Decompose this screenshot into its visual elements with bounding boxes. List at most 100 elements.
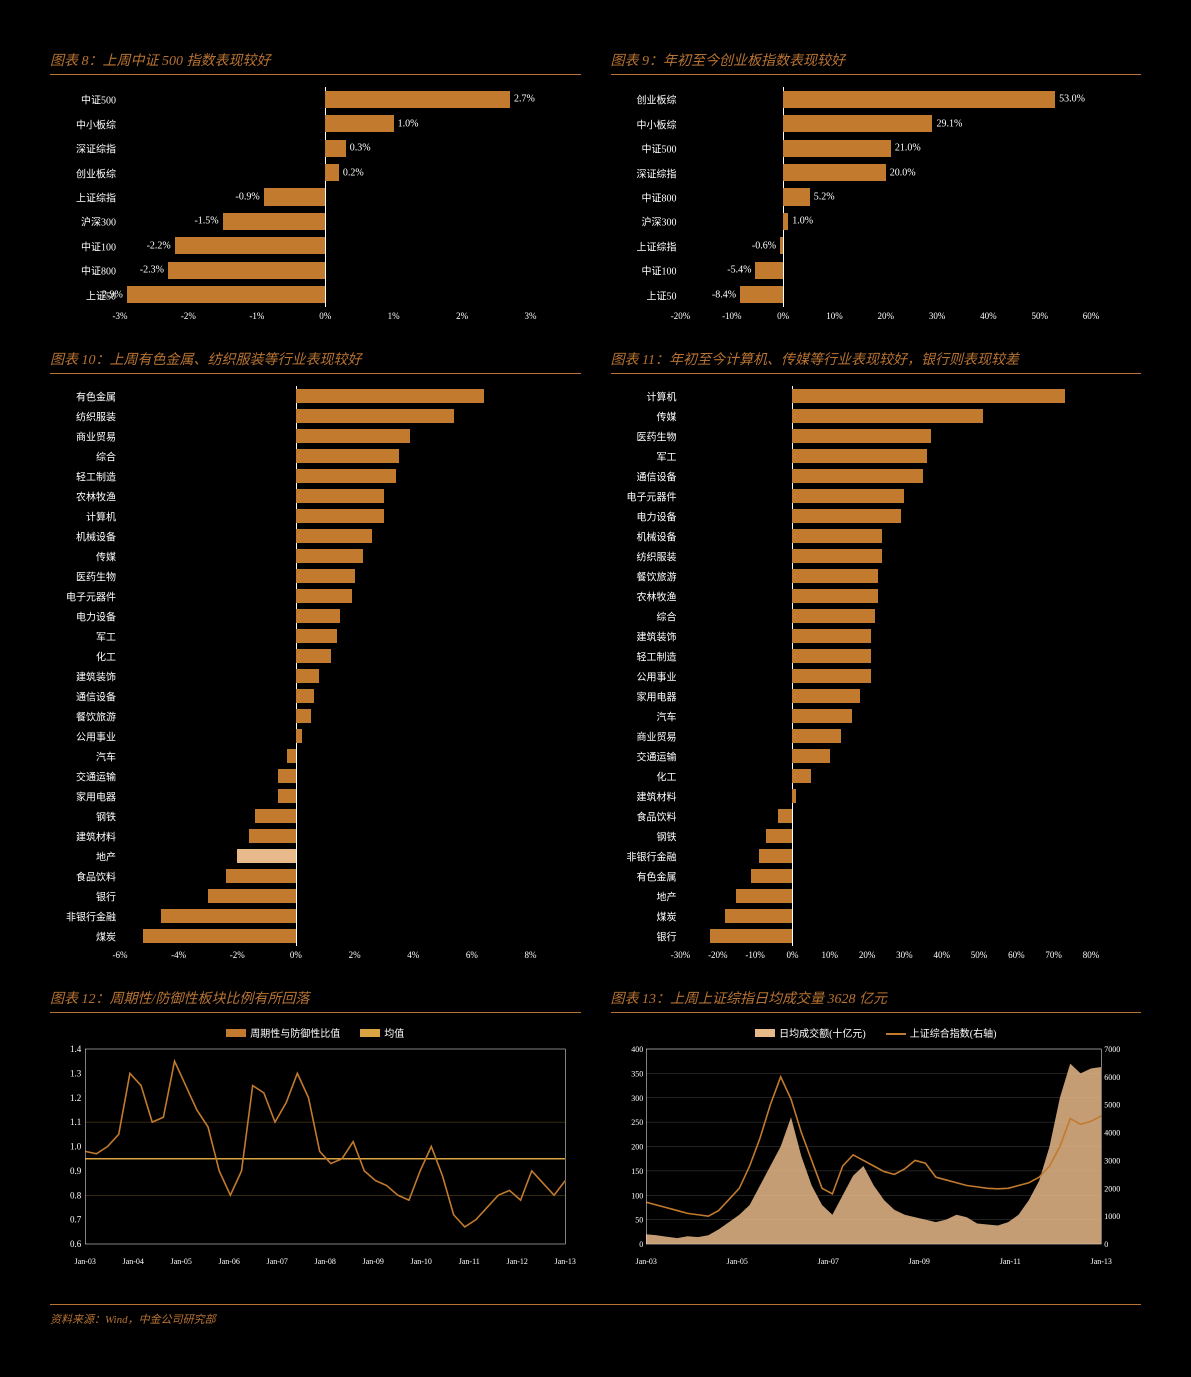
svg-text:1000: 1000 — [1104, 1212, 1120, 1221]
bar-label: 计算机 — [647, 389, 677, 404]
chart-8-body: 2.7%1.0%0.3%0.2%-0.9%-1.5%-2.2%-2.3%-2.9… — [50, 87, 581, 307]
bar-row: 上证50 — [611, 283, 1142, 307]
bar-label: 医药生物 — [637, 429, 677, 444]
bar-row: 煤炭 — [611, 906, 1142, 926]
bar-label: 建筑材料 — [637, 789, 677, 804]
chart-12-title: 图表 12：周期性/防御性板块比例有所回落 — [50, 988, 581, 1013]
bar-row: 农林牧渔 — [50, 486, 581, 506]
axis-tick: 50% — [1031, 311, 1048, 321]
svg-text:3000: 3000 — [1104, 1156, 1120, 1165]
bar-row: 通信设备 — [50, 686, 581, 706]
bar-label: 中证800 — [642, 189, 677, 204]
bar-row: 钢铁 — [50, 806, 581, 826]
svg-text:Jan-08: Jan-08 — [315, 1257, 336, 1266]
chart-9-title: 图表 9：年初至今创业板指数表现较好 — [611, 50, 1142, 75]
chart-8: 图表 8：上周中证 500 指数表现较好 2.7%1.0%0.3%0.2%-0.… — [50, 50, 581, 329]
bar-label: 中证100 — [642, 263, 677, 278]
svg-text:1.0: 1.0 — [70, 1142, 82, 1152]
svg-text:0.8: 0.8 — [70, 1190, 82, 1200]
bar-row: 地产 — [50, 846, 581, 866]
bar-row: 餐饮旅游 — [50, 706, 581, 726]
svg-text:Jan-03: Jan-03 — [635, 1257, 656, 1266]
bar-label: 军工 — [96, 629, 116, 644]
bar-label: 电子元器件 — [66, 589, 116, 604]
axis-tick: -20% — [708, 950, 728, 960]
bar-label: 轻工制造 — [76, 469, 116, 484]
svg-text:Jan-09: Jan-09 — [908, 1257, 929, 1266]
bar-label: 地产 — [96, 849, 116, 864]
axis-tick: -1% — [249, 311, 264, 321]
chart-13: 图表 13：上周上证综指日均成交量 3628 亿元 日均成交额(十亿元) 上证综… — [611, 988, 1142, 1274]
bar-label: 电子元器件 — [627, 489, 677, 504]
axis-tick: 30% — [896, 950, 913, 960]
axis-tick: 20% — [878, 311, 895, 321]
bar-label: 公用事业 — [637, 669, 677, 684]
axis-tick: 2% — [456, 311, 468, 321]
axis-tick: -30% — [671, 950, 691, 960]
bar-label: 银行 — [96, 889, 116, 904]
bar-label: 煤炭 — [96, 929, 116, 944]
legend-swatch-line — [226, 1029, 246, 1037]
bar-label: 综合 — [96, 449, 116, 464]
bar-row: 建筑装饰 — [611, 626, 1142, 646]
bar-row: 煤炭 — [50, 926, 581, 946]
svg-text:Jan-07: Jan-07 — [817, 1257, 838, 1266]
legend-swatch-index — [886, 1033, 906, 1035]
bar-label: 银行 — [657, 929, 677, 944]
bar-label: 交通运输 — [637, 749, 677, 764]
bar-label: 交通运输 — [76, 769, 116, 784]
bar-label: 通信设备 — [637, 469, 677, 484]
bar-label: 有色金属 — [637, 869, 677, 884]
bar-label: 上证50 — [647, 287, 677, 302]
bar-row: 公用事业 — [50, 726, 581, 746]
bar-row: 创业板综 — [50, 160, 581, 184]
svg-text:Jan-13: Jan-13 — [555, 1257, 576, 1266]
bar-row: 机械设备 — [611, 526, 1142, 546]
bar-row: 沪深300 — [50, 209, 581, 233]
axis-tick: 80% — [1083, 950, 1100, 960]
bar-row: 有色金属 — [611, 866, 1142, 886]
bar-row: 上证综指 — [50, 185, 581, 209]
bar-label: 深证综指 — [76, 141, 116, 156]
axis-tick: 1% — [388, 311, 400, 321]
bar-row: 纺织服装 — [50, 406, 581, 426]
bar-row: 建筑材料 — [611, 786, 1142, 806]
bar-row: 军工 — [50, 626, 581, 646]
bar-label: 汽车 — [96, 749, 116, 764]
axis-tick: 10% — [822, 950, 839, 960]
bar-label: 沪深300 — [81, 214, 116, 229]
svg-text:2000: 2000 — [1104, 1184, 1120, 1193]
bar-row: 交通运输 — [611, 746, 1142, 766]
axis-tick: 2% — [349, 950, 361, 960]
bar-label: 家用电器 — [76, 789, 116, 804]
svg-text:Jan-05: Jan-05 — [171, 1257, 192, 1266]
bar-row: 餐饮旅游 — [611, 566, 1142, 586]
svg-text:200: 200 — [631, 1143, 643, 1152]
bar-row: 有色金属 — [50, 386, 581, 406]
bar-row: 食品饮料 — [611, 806, 1142, 826]
bar-label: 有色金属 — [76, 389, 116, 404]
svg-text:350: 350 — [631, 1069, 643, 1078]
bar-label: 餐饮旅游 — [637, 569, 677, 584]
svg-text:1.3: 1.3 — [70, 1068, 82, 1078]
bar-row: 农林牧渔 — [611, 586, 1142, 606]
bar-row: 非银行金融 — [50, 906, 581, 926]
axis-tick: 0% — [290, 950, 302, 960]
axis-tick: 0% — [319, 311, 331, 321]
bar-row: 中证500 — [50, 87, 581, 111]
svg-text:5000: 5000 — [1104, 1101, 1120, 1110]
bar-row: 中证800 — [50, 258, 581, 282]
svg-text:50: 50 — [635, 1216, 643, 1225]
legend-swatch-mean — [360, 1029, 380, 1037]
bar-row: 电力设备 — [611, 506, 1142, 526]
bar-label: 食品饮料 — [637, 809, 677, 824]
svg-text:Jan-11: Jan-11 — [999, 1257, 1020, 1266]
axis-tick: 40% — [933, 950, 950, 960]
bar-label: 钢铁 — [96, 809, 116, 824]
bar-label: 电力设备 — [637, 509, 677, 524]
bar-row: 机械设备 — [50, 526, 581, 546]
bar-row: 商业贸易 — [50, 426, 581, 446]
axis-tick: 0% — [786, 950, 798, 960]
svg-text:0.7: 0.7 — [70, 1215, 82, 1225]
charts-grid: 图表 8：上周中证 500 指数表现较好 2.7%1.0%0.3%0.2%-0.… — [50, 50, 1141, 1274]
